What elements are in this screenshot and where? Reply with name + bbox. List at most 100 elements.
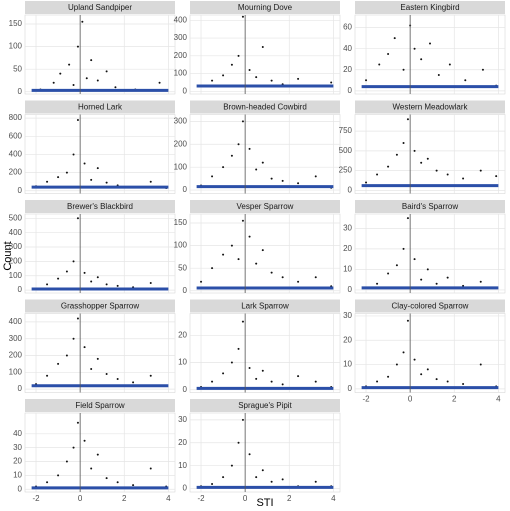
point <box>72 83 75 86</box>
point <box>387 272 390 275</box>
point <box>393 37 396 40</box>
x-tick-label: 0 <box>243 494 248 503</box>
point <box>281 383 284 386</box>
point <box>65 171 68 174</box>
plot-area <box>24 14 176 95</box>
y-tick-label: 0 <box>183 86 188 95</box>
panel: Lark Sparrow 0 10 20 <box>178 299 341 394</box>
point <box>255 262 258 265</box>
point <box>230 464 233 467</box>
panel: Vesper Sparrow 0 50 100 150 <box>174 200 341 295</box>
point <box>270 177 273 180</box>
point <box>52 81 55 84</box>
y-tick-label: 0 <box>18 484 23 493</box>
y-tick-label: 500 <box>339 146 353 155</box>
panel-title: Grasshopper Sparrow <box>61 302 139 311</box>
point <box>395 264 398 267</box>
point <box>211 482 214 485</box>
point <box>241 418 244 421</box>
point <box>387 165 390 168</box>
point <box>237 258 240 261</box>
point <box>479 169 482 172</box>
y-tick-label: 200 <box>174 51 188 60</box>
point <box>114 86 117 89</box>
panel-title: Lark Sparrow <box>241 302 289 311</box>
panel: Horned Lark 0 200 400 600 800 <box>9 100 176 195</box>
point <box>65 354 68 357</box>
point <box>65 270 68 273</box>
point <box>376 282 379 285</box>
x-tick-label: 4 <box>496 395 501 404</box>
panel-title: Field Sparrow <box>75 401 125 410</box>
point <box>446 276 449 279</box>
point <box>83 439 86 442</box>
point <box>429 42 431 45</box>
point <box>76 317 79 320</box>
y-tick-label: 600 <box>9 131 23 140</box>
x-tick-label: 2 <box>287 494 292 503</box>
strip <box>25 100 175 114</box>
point <box>426 157 429 160</box>
x-tick-label: 2 <box>122 494 127 503</box>
point <box>132 381 135 384</box>
point <box>57 176 60 179</box>
plot-area <box>189 213 341 294</box>
panel: Brown-headed Cowbird 0 100 200 300 <box>174 100 341 194</box>
y-tick-label: 20 <box>343 244 352 253</box>
point <box>297 280 300 283</box>
point <box>57 277 60 280</box>
y-tick-label: 10 <box>178 358 187 367</box>
point <box>59 72 62 75</box>
point <box>446 173 449 176</box>
point <box>448 63 451 66</box>
point <box>237 441 240 444</box>
point <box>413 258 416 261</box>
x-axis-title: STI <box>256 497 273 509</box>
panel: Upland Sandpiper 0 50 100 150 <box>9 1 176 96</box>
point <box>281 179 284 182</box>
point <box>237 347 240 350</box>
point <box>261 469 264 472</box>
panel-title: Mourning Dove <box>238 3 293 12</box>
point <box>261 369 264 372</box>
panel: Mourning Dove 0 100 200 300 400 <box>174 1 341 95</box>
point <box>237 143 240 146</box>
y-tick-label: 750 <box>339 126 353 135</box>
point <box>230 154 233 157</box>
point <box>420 58 423 61</box>
point <box>76 45 79 48</box>
point <box>413 47 416 50</box>
strip <box>190 399 340 412</box>
point <box>105 373 108 376</box>
point <box>402 68 405 71</box>
plot-area <box>189 412 341 493</box>
y-tick-label: 150 <box>174 218 188 227</box>
point <box>314 480 317 483</box>
y-tick-label: 100 <box>9 42 23 51</box>
y-tick-label: 200 <box>9 257 23 266</box>
point <box>248 147 251 150</box>
y-tick-label: 20 <box>343 65 352 74</box>
panel-title: Western Meadowlark <box>393 103 469 112</box>
point <box>261 45 264 48</box>
point <box>211 175 214 178</box>
point <box>255 476 258 479</box>
point <box>46 283 49 286</box>
point <box>241 120 244 123</box>
point <box>105 181 108 184</box>
y-tick-label: 300 <box>9 334 23 343</box>
panel: Grasshopper Sparrow 0 100 200 300 400 <box>9 299 176 393</box>
point <box>495 175 498 178</box>
y-tick-label: 200 <box>9 351 23 360</box>
y-tick-label: 20 <box>343 335 352 344</box>
point <box>255 377 258 380</box>
point <box>479 280 482 283</box>
y-tick-label: 10 <box>13 470 22 479</box>
y-tick-label: 30 <box>13 443 22 452</box>
plot-area <box>189 313 341 393</box>
point <box>270 480 273 483</box>
y-tick-label: 150 <box>9 19 23 28</box>
point <box>83 271 86 274</box>
point <box>426 268 429 271</box>
panel: Field Sparrow 0 10 20 30 40 -2 0 2 4 <box>13 399 176 503</box>
